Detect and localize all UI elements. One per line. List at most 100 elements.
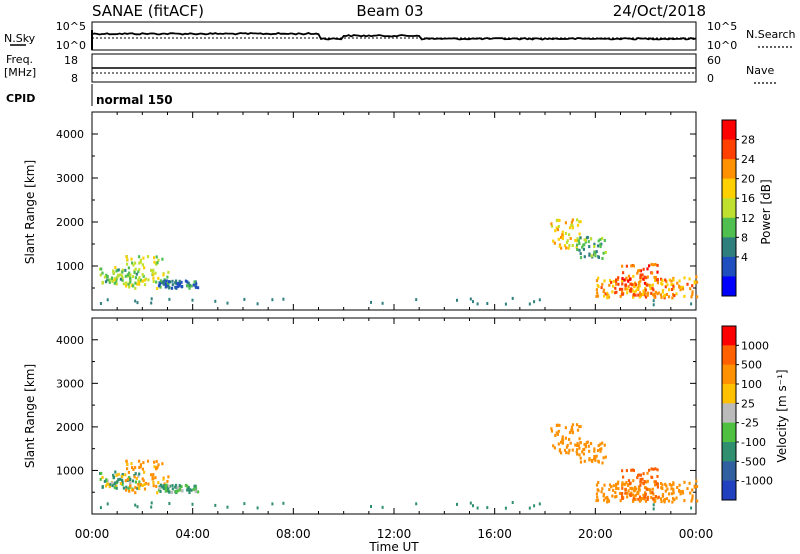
scatter-cell	[157, 481, 160, 485]
scatter-cell	[563, 244, 567, 248]
scatter-cell	[656, 482, 659, 486]
scatter-cell	[646, 496, 649, 500]
colorbar-swatch	[722, 159, 736, 180]
scatter-cell	[678, 279, 681, 283]
scatter-cell	[560, 235, 563, 239]
scatter-cell	[159, 279, 162, 283]
scatter-cell	[108, 280, 111, 284]
scatter-cell	[112, 271, 116, 275]
scatter-cell	[639, 269, 642, 273]
scatter-cell	[653, 480, 656, 484]
scatter-cell	[642, 493, 645, 497]
scatter-cell	[629, 486, 632, 490]
scatter-cell	[588, 253, 591, 257]
scatter-cell	[282, 501, 285, 505]
y-tick-label: 2000	[56, 421, 84, 434]
scatter-cell	[639, 483, 642, 487]
scatter-cell	[608, 488, 611, 492]
scatter-cell	[691, 488, 694, 492]
scatter-cell	[621, 282, 624, 286]
scatter-cell	[121, 274, 124, 278]
scatter-cell	[593, 245, 596, 248]
scatter-cell	[152, 481, 155, 484]
scatter-cell	[180, 280, 183, 284]
colorbar-tick-label: 28	[741, 134, 755, 147]
scatter-cell	[381, 505, 384, 509]
scatter-cell	[638, 488, 641, 492]
scatter-cell	[576, 452, 579, 456]
scatter-cell	[654, 279, 657, 282]
scatter-cell	[186, 484, 189, 488]
scatter-cell	[651, 271, 654, 275]
scatter-cell	[178, 279, 181, 283]
scatter-cell	[638, 495, 642, 499]
scatter-cell	[584, 443, 587, 447]
scatter-cell	[105, 275, 108, 278]
scatter-cell	[604, 251, 607, 254]
scatter-cell	[162, 273, 165, 277]
scatter-cell	[671, 500, 674, 504]
scatter-cell	[576, 428, 580, 432]
nsky-tick-top: 10^5	[56, 20, 86, 33]
scatter-cell	[121, 480, 124, 484]
scatter-cell	[139, 463, 142, 467]
scatter-cell	[138, 282, 141, 286]
scatter-cell	[644, 499, 648, 503]
scatter-cell	[670, 487, 673, 491]
scatter-cell	[157, 284, 161, 288]
scatter-cell	[639, 497, 642, 501]
scatter-cell	[666, 487, 669, 491]
scatter-cell	[601, 236, 604, 240]
nsearch-tick-bottom: 10^0	[707, 39, 737, 52]
scatter-cell	[656, 292, 659, 296]
scatter-cell	[164, 489, 167, 493]
scatter-cell	[171, 484, 174, 488]
scatter-cell	[567, 246, 570, 250]
freq-tick-bottom: 8	[71, 72, 78, 85]
scatter-cell	[139, 483, 143, 486]
scatter-cell	[639, 473, 642, 477]
scatter-cell	[657, 291, 660, 295]
scatter-cell	[256, 302, 259, 306]
scatter-cell	[168, 297, 171, 301]
scatter-cell	[593, 242, 596, 246]
scatter-cell	[556, 228, 559, 232]
scatter-cell	[660, 500, 663, 504]
scatter-cell	[157, 276, 160, 280]
scatter-cell	[112, 269, 115, 273]
scatter-cell	[116, 480, 119, 484]
scatter-cell	[566, 239, 569, 243]
scatter-cell	[649, 287, 652, 291]
scatter-cell	[119, 273, 122, 277]
scatter-cell	[670, 279, 673, 283]
scatter-cell	[619, 499, 622, 503]
scatter-cell	[132, 284, 135, 288]
scatter-cell	[599, 245, 602, 249]
x-axis-label: Time UT	[368, 540, 419, 554]
scatter-cell	[695, 280, 699, 284]
scatter-cell	[164, 487, 167, 491]
scatter-cell	[639, 273, 642, 277]
scatter-cell	[584, 240, 587, 244]
scatter-cell	[621, 497, 624, 500]
scatter-cell	[645, 480, 648, 484]
scatter-cell	[653, 496, 656, 500]
scatter-cell	[569, 237, 572, 240]
colorbar-tick-label: -25	[741, 417, 759, 430]
scatter-cell	[579, 252, 582, 256]
scatter-cell	[176, 489, 179, 493]
colorbar-frame	[721, 119, 737, 297]
scatter-cell	[568, 233, 571, 237]
scatter-cell	[695, 275, 698, 279]
scatter-cell	[670, 283, 673, 286]
scatter-cell	[143, 283, 147, 287]
scatter-cell	[629, 277, 632, 281]
colorbar-tick-label: 100	[741, 378, 762, 391]
scatter-cell	[629, 282, 632, 286]
scatter-cell	[110, 277, 114, 281]
scatter-cell	[538, 298, 541, 302]
scatter-cell	[604, 496, 607, 500]
scatter-cell	[153, 260, 156, 264]
scatter-cell	[612, 284, 615, 288]
